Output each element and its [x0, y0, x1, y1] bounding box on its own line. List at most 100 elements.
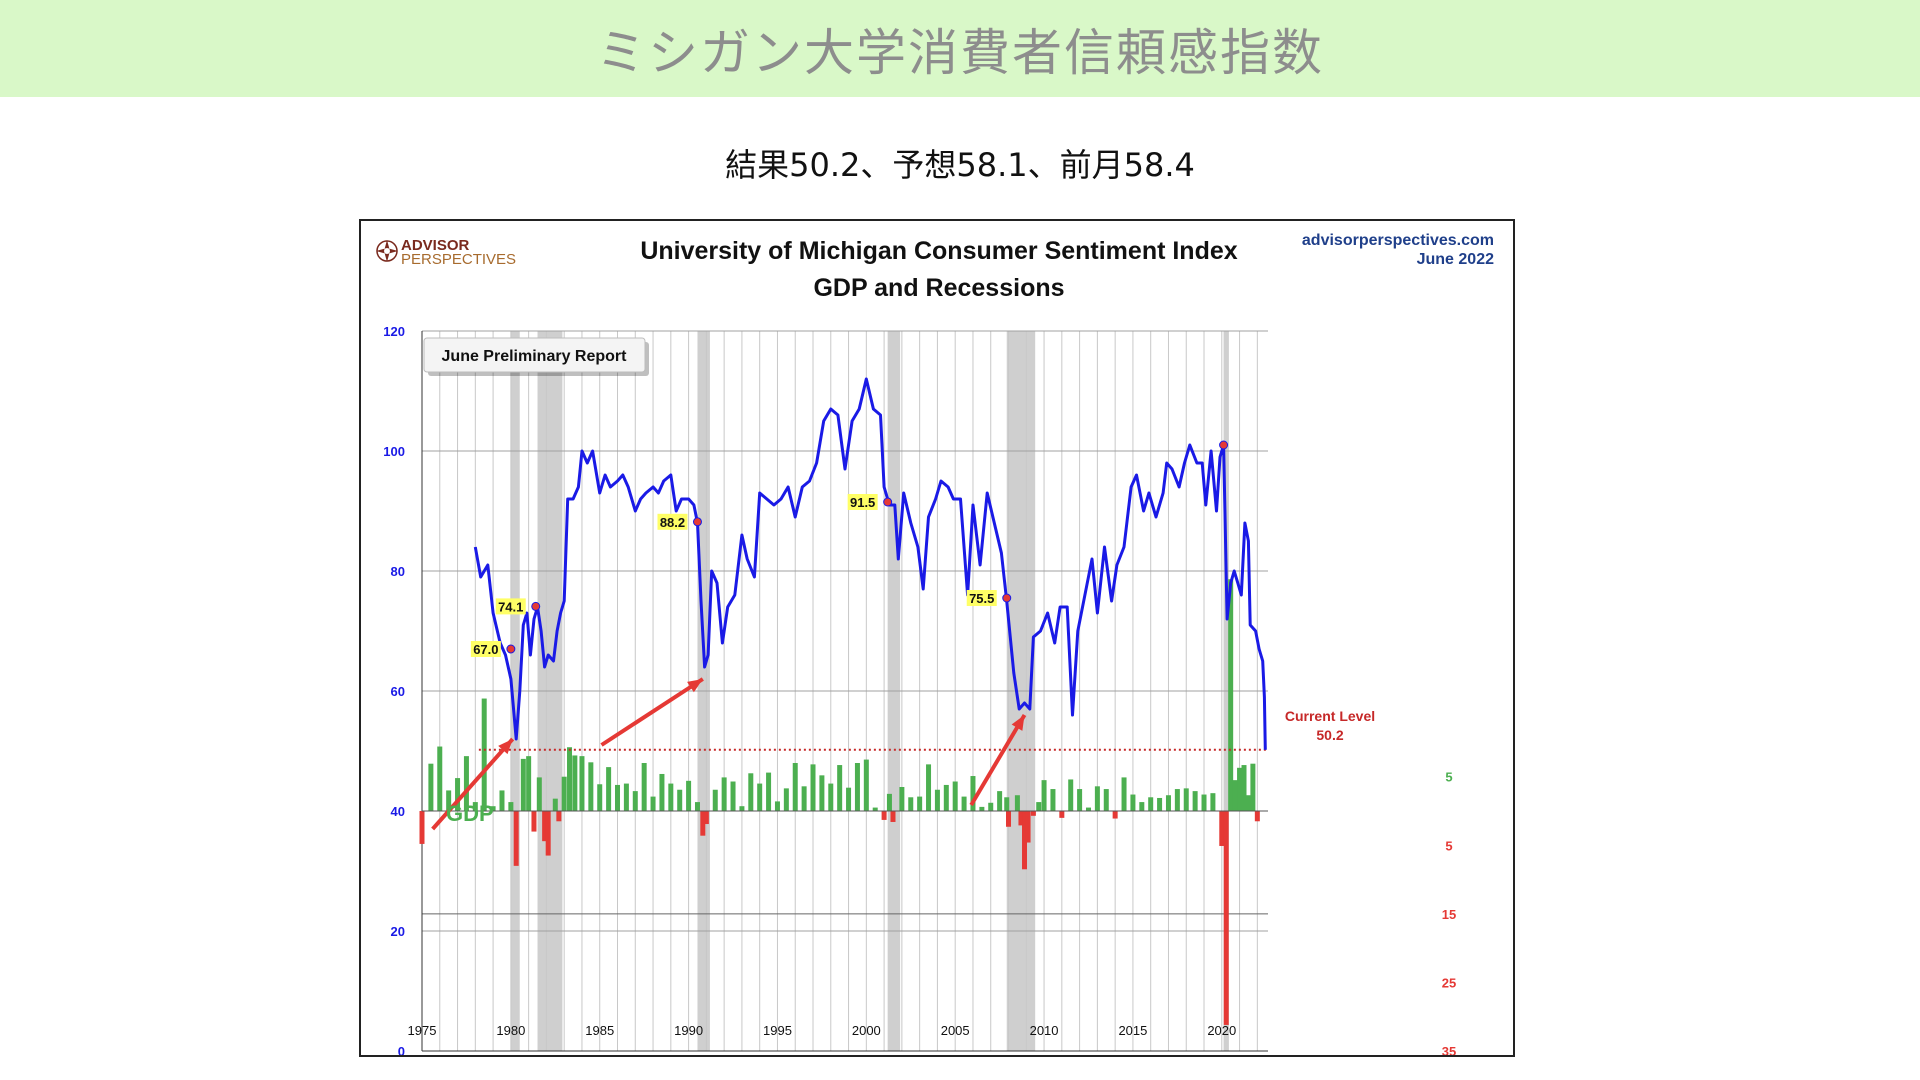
gdp-bar — [828, 783, 834, 811]
sentiment-line — [473, 377, 1267, 750]
gdp-bar — [545, 811, 551, 856]
gdp-bar — [615, 784, 621, 811]
peak-label: 91.5 — [850, 495, 875, 510]
gdp-bar — [1192, 791, 1198, 811]
gdp-bar — [1018, 811, 1024, 826]
y-tick-label: 80 — [391, 564, 405, 579]
trend-arrows — [431, 677, 1027, 831]
x-tick-label: 1980 — [496, 1023, 525, 1038]
compass-star-icon — [376, 240, 398, 262]
gdp-bar — [1041, 780, 1047, 811]
gdp-bar — [952, 781, 958, 811]
gdp-bar — [854, 763, 860, 811]
gdp-bar — [1050, 789, 1056, 811]
chart-subtitle: GDP and Recessions — [813, 274, 1064, 302]
gdp-bar — [1201, 794, 1207, 811]
gdp-bar — [1068, 779, 1074, 811]
gdp-bar — [700, 811, 706, 836]
gdp-bar — [997, 791, 1003, 811]
gdp-bar — [1241, 765, 1247, 811]
gdp-bar — [552, 798, 558, 811]
gdp-bar — [437, 746, 443, 811]
gdp-bar — [748, 773, 754, 811]
gdp-bar — [481, 698, 487, 811]
gdp-bar — [513, 811, 519, 866]
gdp-bar — [463, 756, 469, 811]
gdp-bar — [520, 758, 526, 811]
gdp-bar — [1059, 811, 1065, 818]
gdp-bar — [526, 756, 532, 811]
trend-arrow-head — [687, 679, 703, 693]
trend-arrow-line — [431, 737, 515, 831]
gdp-bar — [837, 765, 843, 811]
gdp-bar — [801, 786, 807, 811]
gdp-axis-ticks: 5 5 15 25 35 — [1442, 770, 1456, 1055]
banner-title: ミシガン大学消費者信頼感指数 — [596, 23, 1324, 82]
x-tick-label: 1985 — [585, 1023, 614, 1038]
gdp-bar — [1223, 811, 1229, 1025]
gdp-bar — [846, 787, 852, 811]
peak-marker — [506, 644, 516, 654]
logo-text-top: ADVISOR — [401, 237, 470, 254]
y-tick-label: 100 — [383, 444, 405, 459]
y-axis-ticks: 0 20 40 60 80 100 120 — [383, 324, 405, 1055]
gdp-bar — [659, 773, 665, 811]
peak-marker — [1002, 593, 1012, 603]
peak-marker — [1219, 440, 1229, 450]
result-subtitle: 結果50.2、予想58.1、前月58.4 — [725, 146, 1195, 184]
y-tick-label: 20 — [391, 924, 405, 939]
gdp-bar — [1148, 797, 1154, 811]
x-axis-ticks: 1975 1980 1985 1990 1995 2000 2005 2010 2015 2020 — [408, 1023, 1237, 1038]
gdp-bar — [1139, 802, 1145, 811]
gdp-bar — [686, 780, 692, 811]
gdp-bar — [632, 791, 638, 811]
x-tick-label: 2005 — [941, 1023, 970, 1038]
gdp-bar — [899, 787, 905, 811]
gdp-bar — [650, 796, 656, 811]
gdp-bar — [1030, 811, 1036, 816]
trend-arrow-line — [600, 677, 704, 747]
gdp-bar — [567, 747, 573, 811]
gdp-tick-label: 5 — [1445, 770, 1452, 785]
gdp-bar — [1036, 802, 1042, 811]
report-label: June Preliminary Report — [442, 348, 628, 365]
gdp-bar — [419, 811, 425, 844]
date-text: June 2022 — [1417, 251, 1494, 268]
trend-arrow-head — [1011, 715, 1025, 731]
gdp-bar — [730, 781, 736, 811]
advisor-perspectives-logo: ADVISOR PERSPECTIVES — [376, 237, 516, 268]
x-tick-label: 2010 — [1030, 1023, 1059, 1038]
title-banner: ミシガン大学消費者信頼感指数 — [0, 0, 1920, 97]
gdp-tick-label: 15 — [1442, 907, 1456, 922]
x-tick-label: 2020 — [1207, 1023, 1236, 1038]
gdp-bar — [863, 759, 869, 811]
gdp-bar — [1210, 793, 1216, 811]
gdp-bar — [1237, 767, 1243, 811]
gdp-bar — [1245, 795, 1251, 811]
gdp-bar — [979, 806, 985, 811]
gdp-bar — [428, 763, 434, 811]
chart-title: University of Michigan Consumer Sentimen… — [640, 237, 1237, 265]
chart-frame: ADVISOR PERSPECTIVES University of Michi… — [359, 219, 1515, 1057]
gdp-bar — [1174, 789, 1180, 811]
x-tick-label: 2000 — [852, 1023, 881, 1038]
gdp-bar — [961, 796, 967, 811]
gdp-bar — [721, 777, 727, 811]
report-label-box: June Preliminary Report — [423, 337, 649, 376]
trend-arrow-head — [498, 739, 513, 755]
gdp-bar — [917, 796, 923, 811]
gdp-bar — [1112, 811, 1118, 819]
gdp-bar — [490, 806, 496, 811]
gdp-bar — [694, 802, 700, 811]
gdp-bar — [579, 756, 585, 811]
gdp-bar — [872, 807, 878, 811]
gdp-tick-label: 5 — [1445, 838, 1452, 853]
gdp-bars — [419, 579, 1260, 1025]
gdp-tick-label: 25 — [1442, 975, 1456, 990]
gdp-bar — [1165, 795, 1171, 811]
gdp-bar — [597, 784, 603, 811]
gdp-bar — [455, 778, 461, 811]
chart-svg: ADVISOR PERSPECTIVES University of Michi… — [376, 232, 1494, 1055]
gdp-bar — [1014, 795, 1020, 811]
gdp-bar — [1025, 811, 1031, 843]
